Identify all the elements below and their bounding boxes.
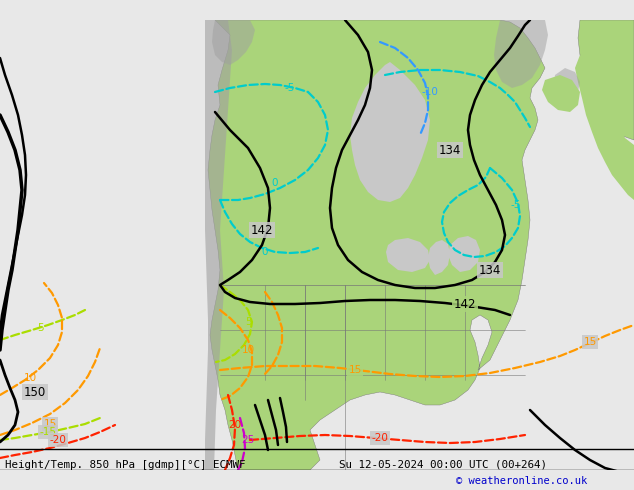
Polygon shape [542,75,580,112]
Polygon shape [575,55,634,200]
Polygon shape [386,238,430,272]
Text: 10: 10 [242,345,255,355]
Text: 20: 20 [228,420,242,430]
Text: 134: 134 [479,264,501,276]
Text: 5: 5 [37,323,43,333]
Text: 25: 25 [242,435,255,445]
Text: Su 12-05-2024 00:00 UTC (00+264): Su 12-05-2024 00:00 UTC (00+264) [339,460,547,469]
Polygon shape [208,20,545,470]
Text: 142: 142 [251,223,273,237]
Text: -15: -15 [39,427,56,437]
Polygon shape [212,20,255,65]
Text: -5: -5 [511,200,521,210]
Text: 15: 15 [348,365,361,375]
Text: Height/Temp. 850 hPa [gdmp][°C] ECMWF: Height/Temp. 850 hPa [gdmp][°C] ECMWF [5,460,245,469]
Text: 0: 0 [272,178,278,188]
Text: -10: -10 [422,87,439,97]
Polygon shape [578,20,634,140]
Text: -20: -20 [372,433,389,443]
Polygon shape [205,20,232,470]
Polygon shape [448,236,480,272]
Polygon shape [428,240,450,275]
Text: 15: 15 [43,419,56,429]
Polygon shape [554,68,580,98]
Text: 142: 142 [454,297,476,311]
Polygon shape [494,20,548,88]
Text: 150: 150 [24,386,46,398]
Polygon shape [350,62,430,202]
Text: 15: 15 [583,337,597,347]
Text: 10: 10 [23,373,37,383]
Text: -20: -20 [49,435,67,445]
Text: 0: 0 [262,247,268,257]
Text: © weatheronline.co.uk: © weatheronline.co.uk [456,476,588,486]
Text: 134: 134 [439,144,461,156]
Text: 5: 5 [245,317,251,327]
Text: -5: -5 [285,83,295,93]
